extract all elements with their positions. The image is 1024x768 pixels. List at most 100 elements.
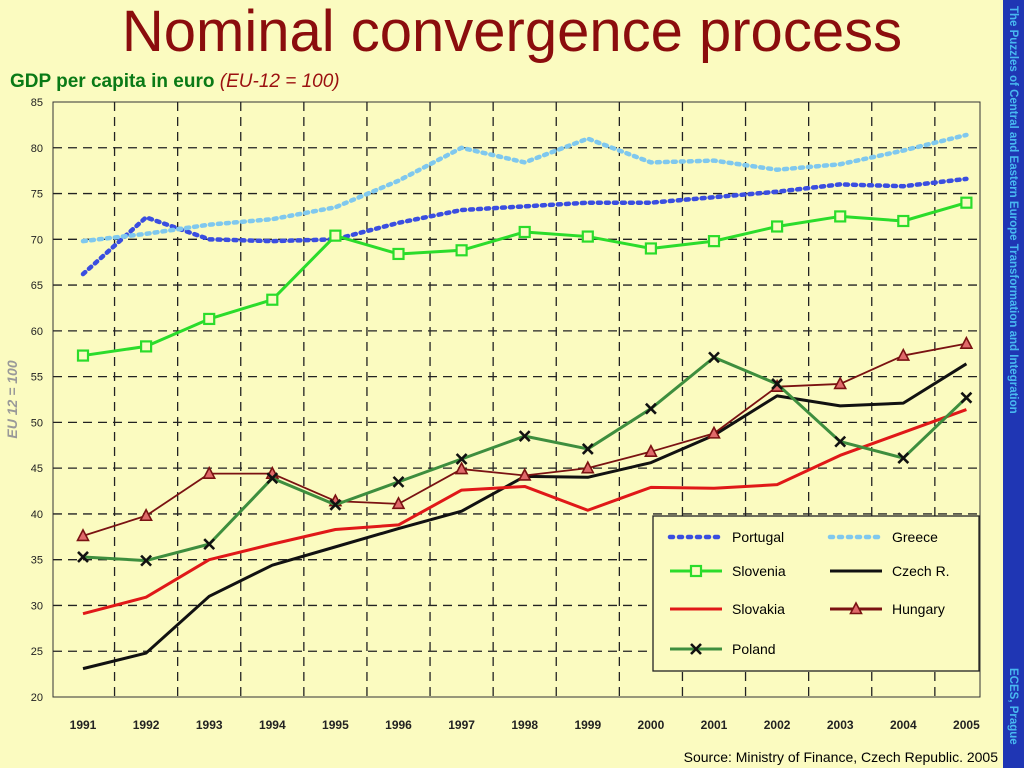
data-point — [76, 528, 90, 542]
series-poland — [77, 351, 973, 567]
data-point — [960, 391, 973, 404]
data-point — [834, 210, 847, 223]
data-point — [896, 347, 911, 361]
legend: Portugal Greece Slovenia Czech R. Slovakia Hu… — [652, 515, 980, 672]
data-point — [392, 247, 405, 261]
data-point — [202, 465, 217, 479]
data-point — [581, 230, 594, 243]
y-tick-label: 35 — [31, 555, 43, 567]
y-tick-label: 45 — [31, 463, 43, 475]
data-point — [391, 496, 406, 510]
legend-item-czech-r: Czech R. — [830, 563, 950, 579]
source-note: Source: Ministry of Finance, Czech Repub… — [683, 749, 998, 765]
y-tick-label: 60 — [31, 326, 43, 338]
data-point — [580, 460, 595, 474]
data-point — [139, 508, 153, 522]
data-point — [581, 443, 594, 455]
series-layer — [76, 132, 974, 671]
x-tick-label: 2005 — [953, 718, 980, 732]
series-line — [80, 176, 969, 277]
legend-item-slovakia: Slovakia — [670, 601, 785, 617]
legend-marker — [689, 564, 703, 578]
data-point — [454, 461, 469, 475]
x-tick-label: 1999 — [574, 718, 601, 732]
series-slovakia — [82, 408, 967, 616]
legend-item-greece: Greece — [827, 529, 938, 545]
data-point — [455, 244, 468, 257]
side-caption-bottom: ECES, Prague — [1007, 668, 1019, 745]
data-point — [455, 453, 468, 465]
legend-item-poland: Poland — [670, 641, 776, 657]
legend-marker — [690, 643, 702, 655]
y-tick-label: 70 — [31, 234, 43, 246]
data-point — [140, 554, 153, 567]
y-tick-label: 20 — [31, 692, 43, 704]
data-point — [708, 351, 720, 364]
subtitle-main: GDP per capita in euro — [10, 71, 215, 92]
plot-frame — [52, 101, 981, 698]
data-point — [518, 225, 531, 239]
data-point — [266, 472, 279, 485]
data-point — [203, 312, 216, 326]
data-point — [771, 378, 784, 390]
data-point — [392, 475, 405, 488]
legend-label: Czech R. — [892, 563, 950, 579]
side-band — [1003, 0, 1024, 768]
data-point — [266, 293, 279, 306]
series-portugal — [80, 176, 969, 277]
series-line — [80, 132, 969, 244]
side-caption-top: The Puzzles of Central and Eastern Europ… — [1007, 6, 1019, 414]
data-point — [644, 443, 658, 457]
legend-label: Poland — [732, 641, 776, 657]
y-tick-label: 65 — [31, 280, 43, 292]
series-line — [82, 342, 967, 537]
legend-box — [652, 515, 980, 672]
data-point — [644, 242, 658, 255]
x-tick-label: 1996 — [385, 718, 412, 732]
slide-title: Nominal convergence process — [121, 0, 903, 64]
y-tick-label: 55 — [31, 372, 43, 384]
legend-item-slovenia: Slovenia — [670, 563, 786, 579]
y-axis-label: EU 12 = 100 — [4, 360, 20, 438]
data-point — [518, 430, 531, 443]
data-point — [77, 551, 89, 563]
data-point — [833, 376, 848, 390]
x-tick-label: 1995 — [322, 718, 349, 732]
legend-marker — [849, 601, 863, 615]
line-chart: 20 25 30 35 40 45 50 55 60 65 70 75 80 85 1991 1992 1993… — [4, 97, 981, 732]
legend-label: Slovakia — [732, 601, 785, 617]
data-point — [76, 349, 90, 362]
y-tick-label: 25 — [31, 646, 43, 658]
data-point — [707, 235, 721, 248]
legend-item-hungary: Hungary — [830, 601, 945, 617]
legend-item-portugal: Portugal — [667, 529, 784, 545]
legend-label: Slovenia — [732, 563, 786, 579]
y-tick-label: 75 — [31, 189, 43, 201]
data-point — [707, 425, 721, 439]
data-point — [329, 498, 342, 511]
legend-label: Hungary — [892, 601, 945, 617]
series-line — [82, 201, 967, 358]
x-tick-label: 1997 — [448, 718, 475, 732]
y-tick-label: 30 — [31, 600, 43, 612]
data-point — [897, 452, 910, 465]
data-point — [897, 214, 910, 228]
subtitle-note: (EU-12 = 100) — [219, 71, 340, 92]
x-tick-label: 2001 — [701, 718, 728, 732]
x-tick-label: 2002 — [764, 718, 791, 732]
legend-label: Portugal — [732, 529, 784, 545]
data-point — [959, 335, 974, 349]
series-line — [82, 408, 967, 616]
x-tick-label: 1992 — [133, 718, 160, 732]
data-point — [203, 538, 216, 551]
data-point — [517, 467, 532, 481]
data-point — [770, 220, 784, 233]
y-tick-label: 50 — [31, 417, 43, 429]
series-slovenia — [76, 196, 973, 362]
x-tick-label: 1991 — [70, 718, 97, 732]
legend-label: Greece — [892, 529, 938, 545]
y-tick-label: 80 — [31, 143, 43, 155]
x-tick-label: 1994 — [259, 718, 286, 732]
y-tick-label: 85 — [31, 97, 43, 109]
y-tick-label: 40 — [31, 509, 43, 521]
